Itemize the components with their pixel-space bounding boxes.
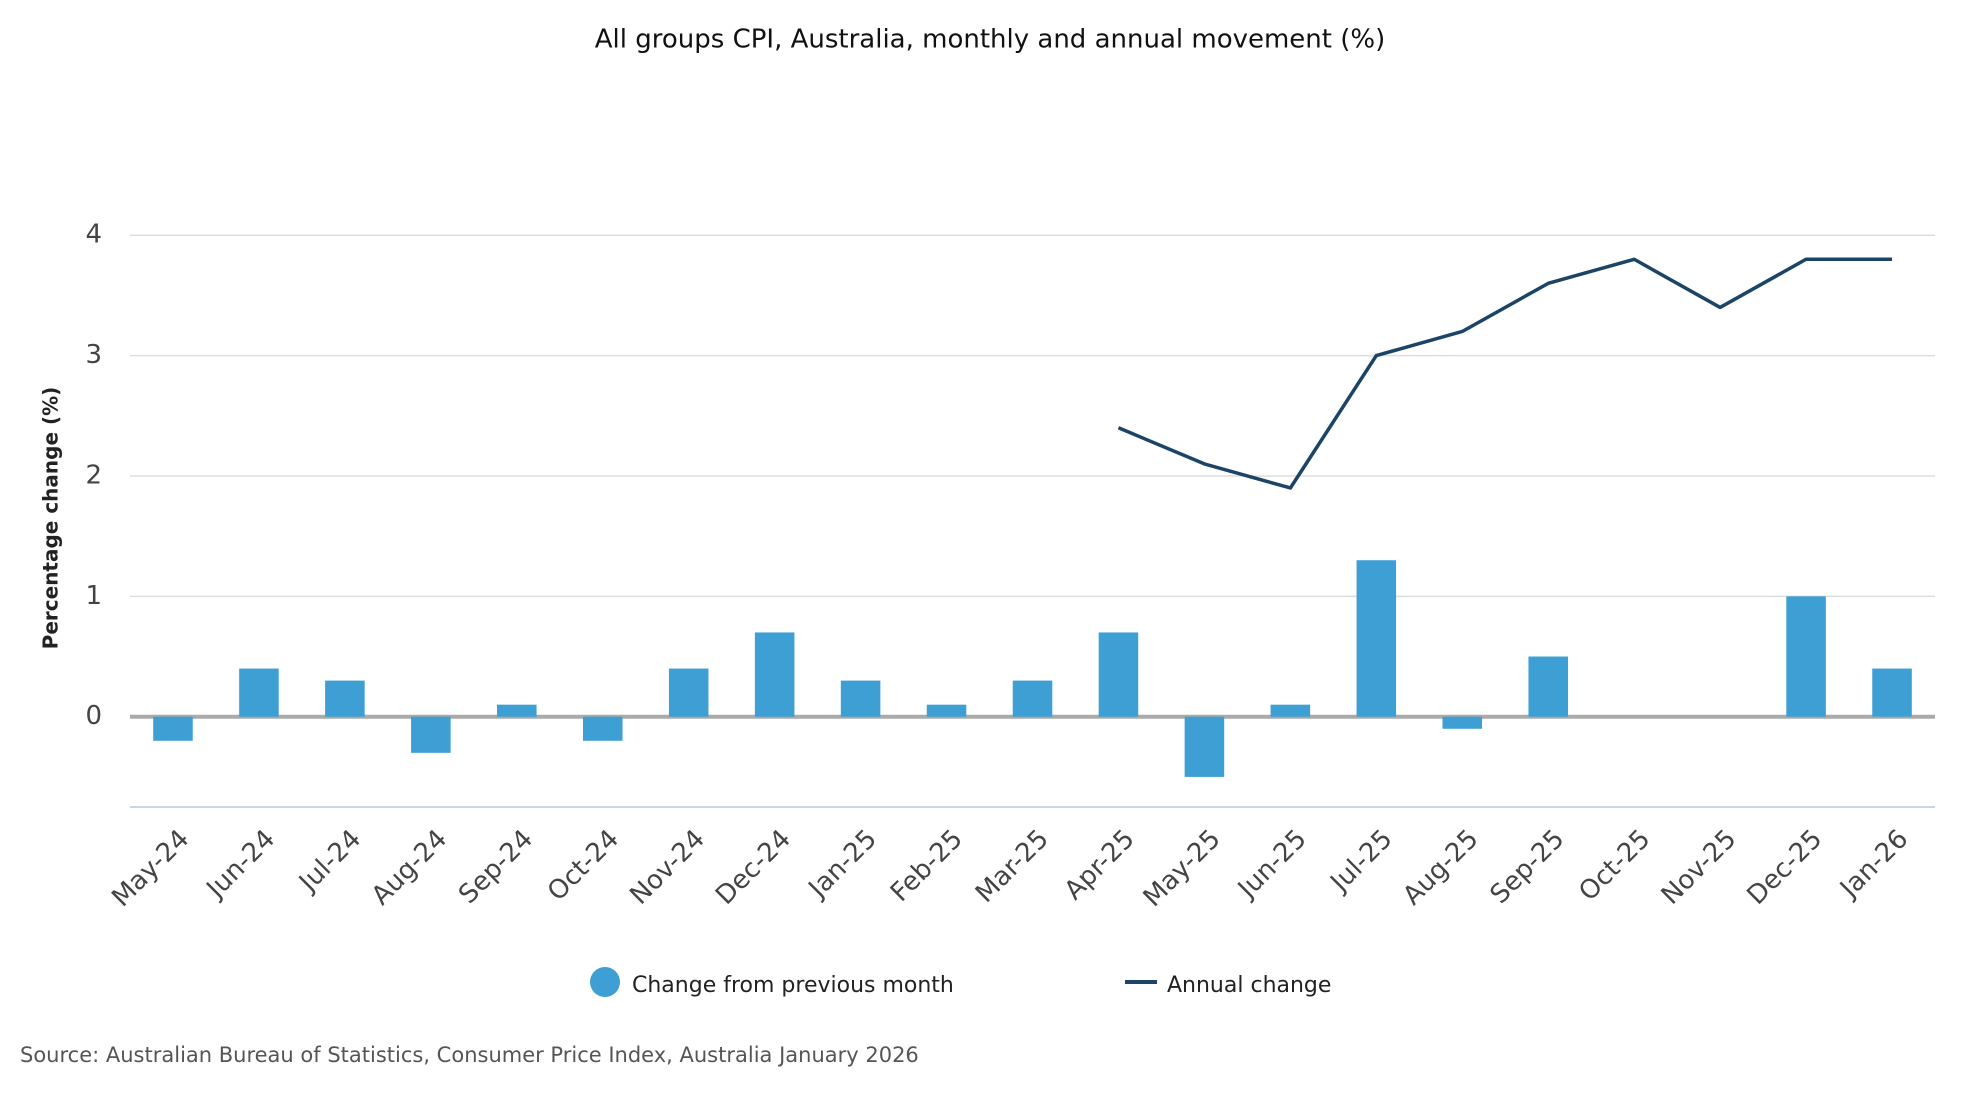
x-tick-label: Jul-25 xyxy=(1324,824,1399,899)
x-tick-label: Jul-24 xyxy=(292,824,367,899)
legend-label: Change from previous month xyxy=(632,973,954,998)
x-tick-label: Nov-25 xyxy=(1656,824,1743,911)
bar xyxy=(1098,632,1139,717)
x-tick-label: Jan-26 xyxy=(1833,824,1914,905)
legend-symbol xyxy=(590,967,620,997)
bar xyxy=(1786,596,1826,717)
bar xyxy=(1356,560,1397,717)
bar xyxy=(1184,716,1225,777)
x-tick-label: Dec-25 xyxy=(1742,824,1829,911)
x-tick-label: Mar-25 xyxy=(970,824,1055,909)
x-tick-label: Feb-25 xyxy=(885,824,969,908)
bar xyxy=(668,668,709,717)
bar xyxy=(325,680,365,717)
chart-title: All groups CPI, Australia, monthly and a… xyxy=(595,25,1386,55)
bar xyxy=(239,668,279,717)
x-tick-label: Oct-24 xyxy=(542,824,625,907)
x-tick-label: Sep-25 xyxy=(1485,824,1571,910)
x-tick-label: Jun-24 xyxy=(200,824,281,905)
x-tick-label: Aug-25 xyxy=(1397,824,1484,911)
y-tick-label: 4 xyxy=(85,220,102,250)
y-tick-label: 1 xyxy=(85,581,102,611)
y-axis-title: Percentage change (%) xyxy=(39,387,63,650)
legend-label: Annual change xyxy=(1167,973,1331,998)
bar xyxy=(1528,656,1568,717)
bar xyxy=(582,716,623,741)
bar xyxy=(1012,680,1053,717)
x-tick-label: Sep-24 xyxy=(453,824,539,910)
x-tick-label: May-25 xyxy=(1138,824,1227,913)
x-tick-label: Jan-25 xyxy=(802,824,883,905)
x-tick-label: Jun-25 xyxy=(1231,824,1312,905)
bar xyxy=(1442,716,1483,729)
line xyxy=(1117,257,1893,490)
source-note: Source: Australian Bureau of Statistics,… xyxy=(20,1043,919,1067)
bar xyxy=(497,704,537,717)
bar xyxy=(754,632,795,717)
x-tick-label: May-24 xyxy=(106,824,195,913)
x-tick-label: Apr-25 xyxy=(1059,824,1141,906)
x-tick-label: Oct-25 xyxy=(1573,824,1656,907)
bar xyxy=(411,716,451,753)
y-tick-label: 2 xyxy=(85,460,102,490)
y-tick-label: 3 xyxy=(85,340,102,370)
x-tick-label: Nov-24 xyxy=(624,824,711,911)
y-tick-label: 0 xyxy=(85,701,102,731)
bar xyxy=(926,704,967,717)
bar xyxy=(1270,704,1311,717)
bar xyxy=(840,680,881,717)
x-tick-label: Aug-24 xyxy=(366,824,453,911)
x-tick-label: Dec-24 xyxy=(710,824,797,911)
bar xyxy=(1872,668,1912,717)
bar xyxy=(153,716,193,741)
